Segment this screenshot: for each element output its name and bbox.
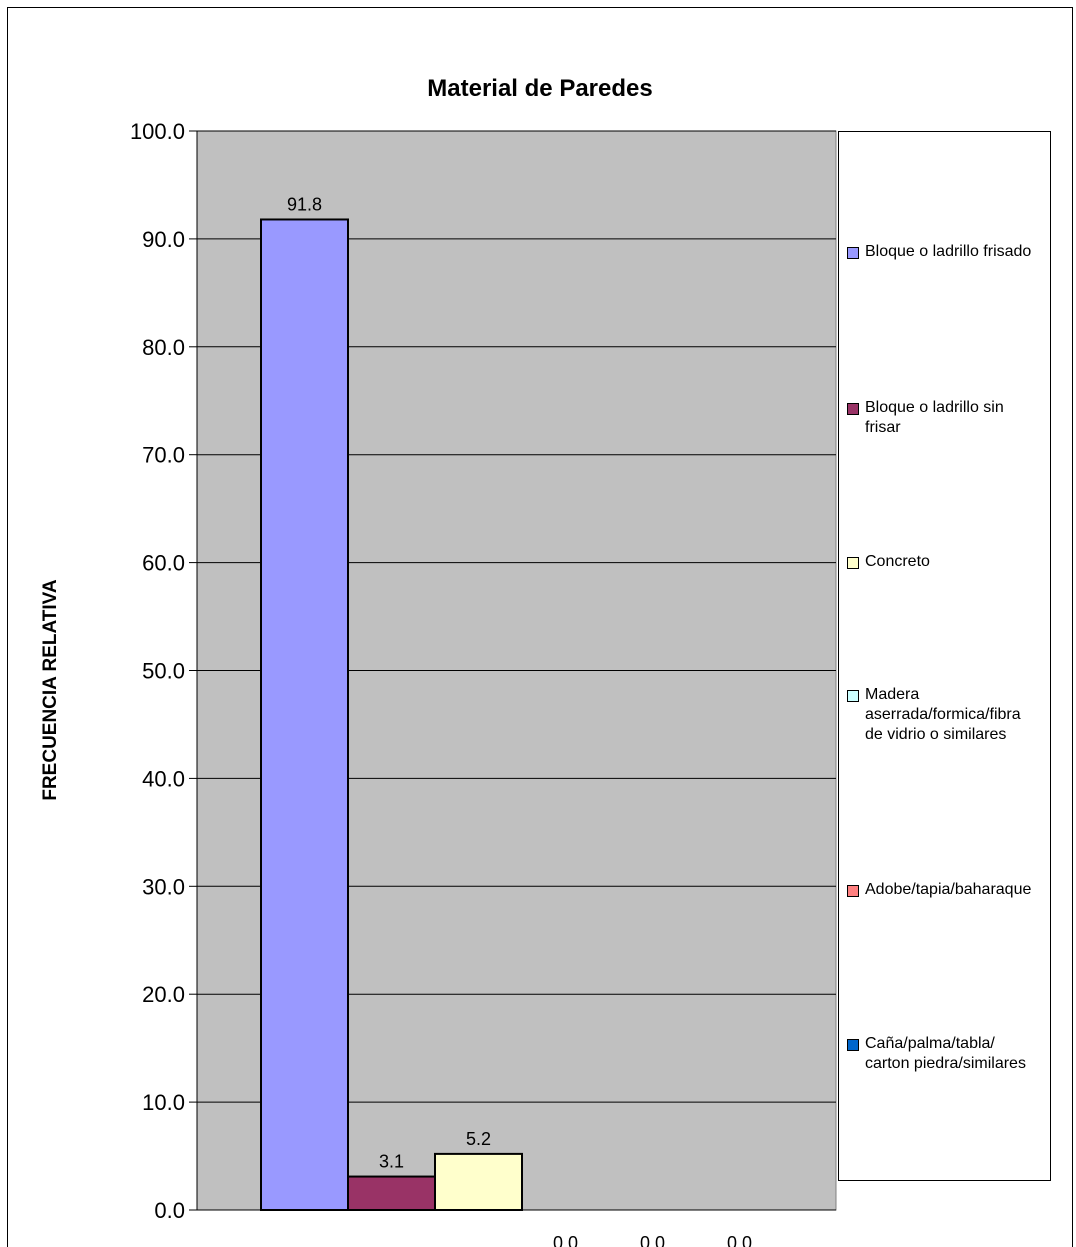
legend-swatch [847, 885, 859, 897]
legend-item: Adobe/tapia/baharaque [847, 880, 1047, 900]
y-tick-label: 0.0 [154, 1198, 185, 1223]
y-tick-label: 60.0 [142, 551, 185, 576]
legend-item: Bloque o ladrillo frisado [847, 242, 1047, 262]
y-tick-label: 80.0 [142, 335, 185, 360]
data-label-3: 5.2 [466, 1129, 491, 1149]
data-label-6: 0.0 [727, 1233, 752, 1247]
bar-1 [260, 218, 349, 1211]
y-tick-label: 100.0 [130, 119, 185, 144]
data-label-4: 0.0 [553, 1233, 578, 1247]
bar-3 [434, 1152, 523, 1211]
legend-label: Bloque o ladrillo frisado [865, 243, 1032, 260]
legend-swatch [847, 557, 859, 569]
legend-label: Bloque o ladrillo sin frisar [865, 399, 1004, 436]
legend-swatch [847, 690, 859, 702]
legend: Bloque o ladrillo frisado Bloque o ladril… [838, 131, 1051, 1181]
y-tick-label: 20.0 [142, 982, 185, 1007]
legend-item: Concreto [847, 552, 1047, 572]
y-axis-label: FRECUENCIA RELATIVA [40, 579, 61, 801]
chart-title: Material de Paredes [427, 75, 652, 102]
y-tick-label: 10.0 [142, 1090, 185, 1115]
legend-swatch [847, 403, 859, 415]
legend-item: Caña/palma/tabla/ carton piedra/similare… [847, 1034, 1047, 1074]
data-label-1: 91.8 [287, 194, 322, 214]
y-tick-label: 70.0 [142, 443, 185, 468]
bar-2 [347, 1175, 436, 1212]
legend-label: Caña/palma/tabla/ carton piedra/similare… [865, 1035, 1026, 1072]
legend-label: Madera aserrada/formica/fibra de vidrio … [865, 686, 1021, 743]
legend-item: Madera aserrada/formica/fibra de vidrio … [847, 685, 1047, 745]
legend-item: Bloque o ladrillo sin frisar [847, 398, 1047, 438]
y-tick-label: 40.0 [142, 766, 185, 791]
y-tick-label: 30.0 [142, 874, 185, 899]
legend-label: Adobe/tapia/baharaque [865, 881, 1032, 898]
y-tick-label: 50.0 [142, 659, 185, 684]
y-tick-label: 90.0 [142, 227, 185, 252]
legend-swatch [847, 247, 859, 259]
legend-label: Concreto [865, 553, 930, 570]
data-label-2: 3.1 [379, 1152, 404, 1172]
legend-swatch [847, 1039, 859, 1051]
data-label-5: 0.0 [640, 1233, 665, 1247]
